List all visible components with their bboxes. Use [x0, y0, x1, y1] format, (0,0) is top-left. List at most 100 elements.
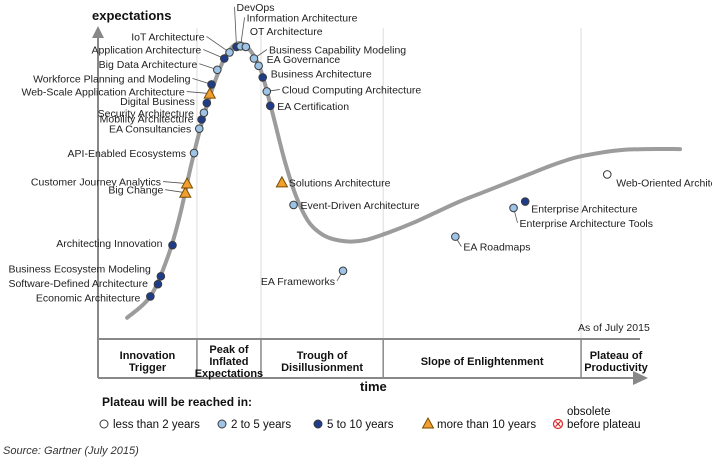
y-axis-title: expectations — [92, 8, 171, 23]
legend-label: more than 10 years — [437, 419, 536, 431]
point-label: EA Frameworks — [261, 276, 335, 288]
phase-label: Peak of — [209, 344, 248, 356]
leader-line — [186, 91, 210, 94]
point-label: EA Consultancies — [109, 124, 191, 136]
point-marker — [520, 197, 530, 206]
point-label: Big Data Architecture — [99, 59, 198, 71]
leader-line — [165, 189, 186, 194]
leader-line — [163, 181, 188, 184]
point-marker — [213, 65, 222, 75]
axes — [92, 26, 648, 385]
phase-label: Productivity — [584, 362, 648, 374]
phase-label: Trigger — [129, 362, 167, 374]
point-label: Enterprise Architecture Tools — [520, 218, 653, 230]
leader-line — [240, 17, 245, 47]
point-label: Business Capability Modeling — [269, 45, 406, 57]
point-label: Application Architecture — [92, 45, 202, 57]
phase-label: Disillusionment — [281, 362, 363, 374]
point-marker — [203, 87, 217, 99]
point-label: Security Architecture — [98, 108, 194, 120]
point-label: API-Enabled Ecosystems — [68, 148, 186, 160]
legend-marker — [99, 419, 109, 429]
point-label: Event-Driven Architecture — [301, 200, 420, 212]
point-label: EA Roadmaps — [463, 242, 530, 254]
point-label: Information Architecture — [247, 12, 358, 24]
point-marker — [219, 54, 229, 63]
point-marker — [180, 177, 194, 189]
point-marker — [194, 124, 204, 133]
legend-label: before plateau — [567, 419, 641, 431]
point-marker — [509, 203, 518, 213]
phase-label: Trough of — [297, 350, 348, 362]
legend-marker-cross — [555, 421, 561, 427]
point-marker — [225, 48, 234, 57]
point-label: Digital Business — [120, 96, 195, 108]
legend-marker — [217, 419, 227, 429]
point-marker — [275, 175, 289, 188]
legend-title: Plateau will be reached in: — [102, 395, 252, 409]
point-label: Architecting Innovation — [56, 238, 162, 250]
point-marker — [258, 73, 268, 82]
legend-items: less than 2 years 2 to 5 years 5 to 10 yea… — [99, 406, 641, 431]
point-marker — [249, 54, 259, 63]
point-marker — [178, 186, 192, 198]
point-label: Mobility Architecture — [100, 114, 194, 126]
point-marker — [265, 101, 275, 111]
point-label: IoT Architecture — [131, 31, 205, 43]
technology-labels: Economic Architecture Software-Defined Ar… — [8, 2, 712, 304]
point-marker — [289, 200, 298, 210]
point-label: Web-Oriented Architecture — [616, 177, 712, 189]
x-axis-title: time — [360, 379, 387, 394]
point-label: Big Change — [108, 185, 163, 197]
phase-label: Innovation — [120, 350, 176, 362]
technology-markers — [146, 42, 612, 301]
legend-label: 5 to 10 years — [327, 419, 394, 431]
point-label: DevOps — [237, 2, 275, 14]
point-label: Business Ecosystem Modeling — [8, 263, 151, 275]
point-label: Business Architecture — [271, 68, 372, 80]
point-marker — [207, 80, 216, 89]
point-marker — [168, 240, 177, 250]
legend: Plateau will be reached in: less than 2 … — [99, 395, 641, 431]
point-marker — [156, 271, 166, 281]
point-label: Workforce Planning and Modeling — [33, 73, 191, 85]
phase-label: Slope of Enlightenment — [421, 356, 544, 368]
y-axis-arrow — [92, 26, 104, 38]
x-axis-arrow — [633, 371, 648, 385]
point-marker — [241, 42, 251, 52]
point-label: Cloud Computing Architecture — [282, 84, 422, 96]
point-marker — [189, 148, 199, 158]
point-label: Economic Architecture — [36, 292, 141, 304]
point-marker — [199, 108, 209, 118]
point-label: OT Architecture — [250, 26, 323, 38]
point-marker — [146, 292, 155, 301]
point-label: Web-Scale Application Architecture — [22, 87, 185, 99]
phase-label: Expectations — [195, 368, 263, 380]
point-label: EA Certification — [277, 101, 349, 113]
phase-label: Plateau of — [590, 350, 643, 362]
point-marker — [202, 98, 212, 108]
legend-label: less than 2 years — [113, 419, 200, 431]
legend-label: 2 to 5 years — [231, 419, 291, 431]
point-label: Solutions Architecture — [289, 177, 391, 189]
source-note: Source: Gartner (July 2015) — [3, 445, 139, 457]
point-label: Enterprise Architecture — [531, 204, 637, 216]
phase-label: Inflated — [209, 356, 248, 368]
legend-marker — [421, 416, 435, 429]
legend-label: obsolete — [567, 406, 610, 418]
as-of-note: As of July 2015 — [578, 322, 650, 334]
point-marker — [602, 170, 612, 179]
leader-line — [234, 6, 237, 47]
point-marker — [451, 232, 460, 241]
point-marker — [254, 61, 263, 71]
point-label: EA Governance — [267, 54, 341, 66]
point-label: Customer Journey Analytics — [31, 177, 161, 189]
legend-marker — [313, 419, 323, 429]
point-marker — [338, 266, 348, 276]
point-marker — [262, 87, 272, 96]
leader-line — [206, 36, 230, 53]
point-label: Software-Defined Architecture — [8, 278, 148, 290]
point-marker — [153, 279, 163, 289]
